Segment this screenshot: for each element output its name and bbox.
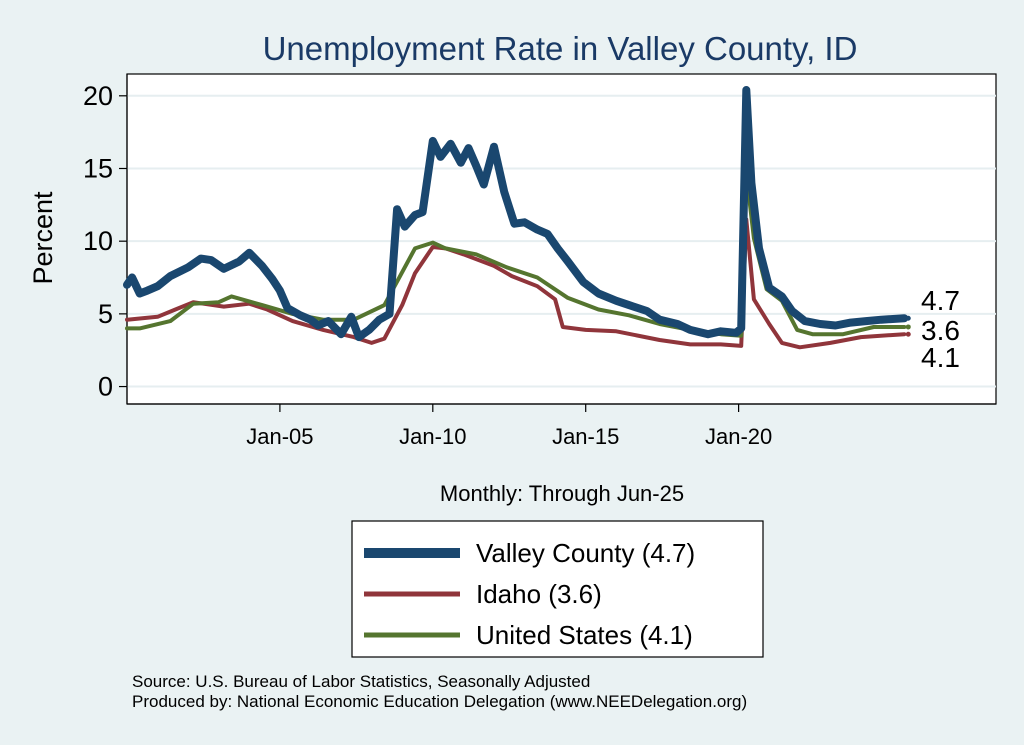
x-tick-label: Jan-10 [399, 424, 466, 449]
x-tick-label: Jan-05 [246, 424, 313, 449]
legend-label: Valley County (4.7) [476, 538, 695, 568]
y-tick-label: 5 [98, 299, 113, 329]
y-tick-label: 0 [98, 372, 113, 402]
x-axis-title: Monthly: Through Jun-25 [440, 481, 684, 506]
legend-label: Idaho (3.6) [476, 579, 602, 609]
chart-title: Unemployment Rate in Valley County, ID [263, 30, 858, 67]
legend: Valley County (4.7) Idaho (3.6) United Sta… [351, 520, 764, 658]
series-line-valley-county [123, 86, 909, 342]
series-lines [123, 86, 909, 350]
grid-lines [127, 94, 996, 388]
source-notes: Source: U.S. Bureau of Labor Statistics,… [132, 672, 747, 712]
end-marker [905, 331, 911, 337]
x-tick-label: Jan-20 [705, 424, 772, 449]
series-line-idaho [125, 217, 907, 350]
end-value-label: 4.7 [921, 285, 960, 316]
source-text: Source: U.S. Bureau of Labor Statistics,… [132, 672, 591, 691]
y-axis-title: Percent [28, 191, 58, 285]
y-tick-label: 20 [83, 81, 113, 111]
y-tick-label: 15 [83, 153, 113, 183]
end-marker [905, 315, 911, 321]
end-value-label: 3.6 [921, 315, 960, 346]
x-tick-label: Jan-15 [552, 424, 619, 449]
end-value-label: 4.1 [921, 342, 960, 373]
legend-label: United States (4.1) [476, 620, 693, 650]
y-axis: 0 5 10 15 20 [83, 74, 128, 404]
end-marker [905, 324, 911, 330]
x-axis: Jan-05 Jan-10 Jan-15 Jan-20 [127, 403, 996, 449]
y-tick-label: 10 [83, 226, 113, 256]
end-labels: 4.73.64.1 [905, 285, 960, 373]
plot-area [126, 73, 997, 405]
produced-by-text: Produced by: National Economic Education… [132, 692, 748, 711]
